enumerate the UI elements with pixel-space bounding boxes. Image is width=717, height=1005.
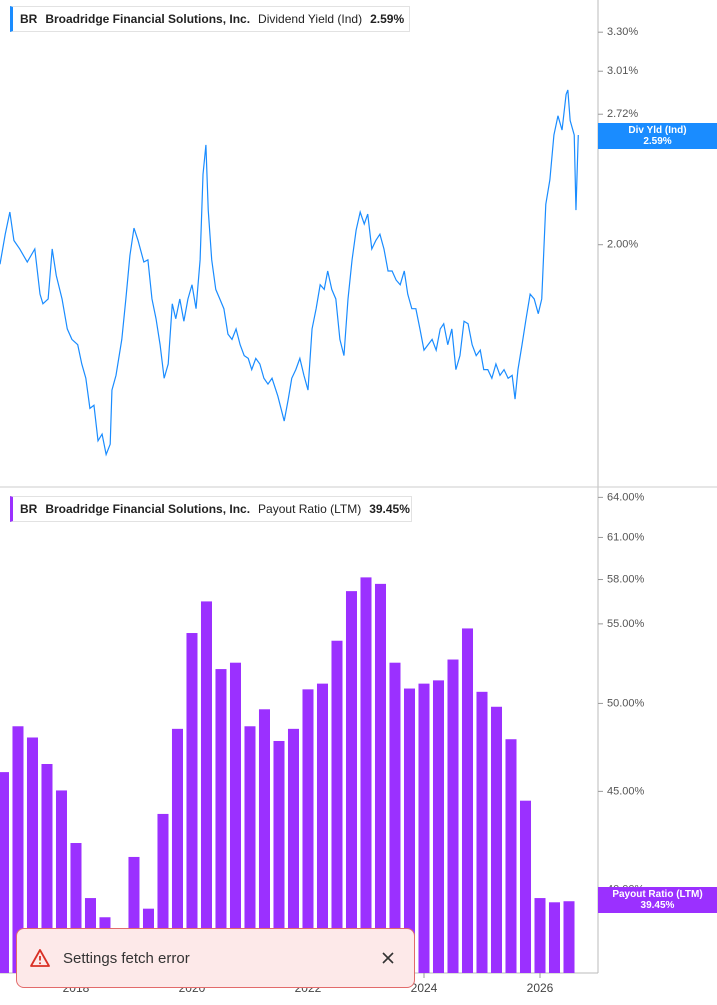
plot-area (0, 89, 579, 457)
bar (55, 790, 67, 973)
bar (331, 640, 343, 973)
y-tick-label: 55.00% (607, 618, 645, 630)
metric: Payout Ratio (LTM) (258, 502, 362, 516)
bar (302, 689, 314, 973)
toast-message: Settings fetch error (63, 949, 190, 967)
bar (41, 763, 53, 973)
bar (200, 601, 212, 973)
legend-value: 39.45% (369, 502, 410, 516)
bar (548, 902, 561, 973)
bar (360, 577, 372, 973)
legend: BR Broadridge Financial Solutions, Inc. … (10, 496, 412, 522)
bar (70, 843, 82, 973)
legend: BR Broadridge Financial Solutions, Inc. … (10, 6, 410, 32)
toast: Settings fetch error (16, 928, 415, 988)
bar (403, 688, 416, 973)
value-badge: Div Yld (Ind) 2.59% (598, 123, 717, 149)
bar (374, 583, 387, 973)
bar (461, 628, 474, 973)
bar (12, 726, 24, 973)
metric: Dividend Yield (Ind) (258, 12, 363, 26)
bar (171, 728, 183, 973)
bar (287, 728, 299, 973)
bar (215, 669, 227, 973)
bar (345, 591, 358, 973)
company: Broadridge Financial Solutions, Inc. (45, 12, 251, 26)
badge-label: Payout Ratio (LTM) (612, 889, 703, 900)
value-badge: Payout Ratio (LTM) 39.45% (598, 887, 717, 913)
y-tick-label: 45.00% (607, 785, 645, 797)
bar (229, 662, 241, 973)
bar (157, 813, 169, 973)
bar (389, 662, 401, 973)
x-tick-label: 2026 (527, 981, 554, 995)
y-tick-label: 64.00% (607, 491, 645, 503)
y-tick-label: 61.00% (607, 531, 645, 543)
bar (0, 772, 9, 973)
legend-value: 2.59% (370, 12, 405, 26)
badge-label: Div Yld (Ind) (628, 125, 687, 136)
bar (186, 633, 198, 973)
ticker: BR (20, 502, 38, 516)
badge-value: 39.45% (640, 900, 675, 911)
company: Broadridge Financial Solutions, Inc. (45, 502, 251, 516)
bar (534, 898, 546, 973)
bar (447, 659, 459, 973)
bar (432, 680, 445, 973)
plot-area (0, 577, 575, 973)
y-tick-label: 3.01% (607, 65, 638, 77)
bar (505, 739, 517, 973)
bar (273, 740, 285, 973)
y-tick-label: 2.00% (607, 239, 638, 251)
bar (258, 709, 270, 973)
ticker: BR (20, 12, 38, 26)
y-tick-label: 58.00% (607, 573, 645, 585)
bar (476, 691, 488, 973)
bar (244, 726, 256, 973)
bar (490, 706, 503, 973)
bar (563, 901, 575, 973)
y-tick-label: 3.30% (607, 26, 638, 38)
bar (316, 683, 329, 973)
bar (418, 683, 430, 973)
bar (128, 856, 140, 973)
data-line (0, 89, 579, 457)
x-tick-label: 2024 (411, 981, 438, 995)
y-tick-label: 50.00% (607, 697, 645, 709)
badge-value: 2.59% (643, 136, 672, 147)
close-button[interactable] (381, 951, 395, 965)
bar (519, 800, 532, 973)
bar (26, 737, 38, 973)
warning-icon (30, 949, 50, 967)
y-tick-label: 2.72% (607, 108, 638, 120)
